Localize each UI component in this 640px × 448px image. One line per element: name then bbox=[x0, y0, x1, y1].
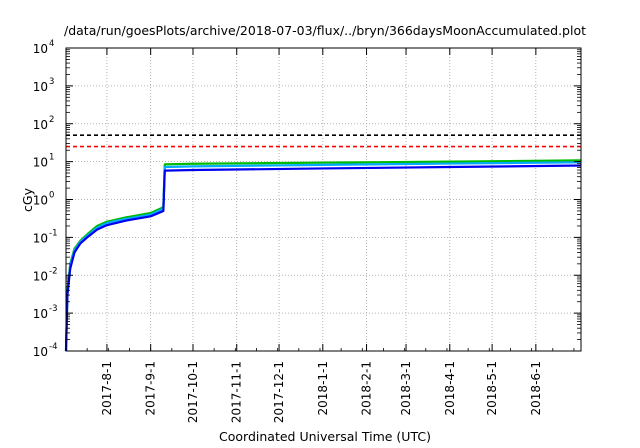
y-tick-exponent: -1 bbox=[49, 228, 57, 238]
y-tick-exponent: 4 bbox=[49, 39, 54, 49]
y-tick-exponent: 0 bbox=[49, 191, 54, 201]
reference-lines bbox=[66, 134, 581, 148]
series-line bbox=[64, 164, 582, 352]
x-tick-label: 2017-11-1 bbox=[230, 361, 244, 423]
y-tick-label: 10 bbox=[33, 345, 48, 359]
y-tick-label: 10 bbox=[33, 269, 48, 283]
x-tick-label: 2018-1-1 bbox=[316, 361, 330, 415]
y-tick-exponent: 1 bbox=[49, 153, 54, 163]
x-tick-label: 2017-8-1 bbox=[100, 361, 114, 415]
y-tick-exponent: 3 bbox=[49, 77, 54, 87]
y-tick-label: 10 bbox=[33, 194, 48, 208]
y-axis-label: cGy bbox=[20, 187, 35, 212]
x-tick-label: 2017-9-1 bbox=[144, 361, 158, 415]
x-tick-label: 2018-5-1 bbox=[485, 361, 499, 415]
y-tick-exponent: -3 bbox=[49, 304, 57, 314]
chart-title: /data/run/goesPlots/archive/2018-07-03/f… bbox=[64, 23, 586, 38]
y-tick-exponent: -4 bbox=[49, 342, 57, 352]
y-tick-label: 10 bbox=[33, 80, 48, 94]
y-tick-exponent: -2 bbox=[49, 266, 57, 276]
y-tick-label: 10 bbox=[33, 42, 48, 56]
x-axis-label: Coordinated Universal Time (UTC) bbox=[219, 429, 431, 444]
series-line bbox=[64, 159, 582, 352]
y-tick-label: 10 bbox=[33, 156, 48, 170]
y-tick-label: 10 bbox=[33, 307, 48, 321]
y-tick-label: 10 bbox=[33, 231, 48, 245]
x-tick-label: 2018-3-1 bbox=[399, 361, 413, 415]
series-lines bbox=[64, 159, 582, 352]
x-tick-label: 2018-2-1 bbox=[360, 361, 374, 415]
plot-frame bbox=[65, 47, 582, 352]
x-axis-ticks: 2017-8-1 2017-9-1 2017-10-1 2017-11-1 2017-1… bbox=[65, 48, 575, 423]
x-tick-label: 2018-6-1 bbox=[529, 361, 543, 415]
grid bbox=[66, 48, 581, 351]
x-tick-label: 2017-12-1 bbox=[272, 361, 286, 423]
x-tick-label: 2018-4-1 bbox=[443, 361, 457, 415]
x-tick-label: 2017-10-1 bbox=[186, 361, 200, 423]
y-tick-label: 10 bbox=[33, 118, 48, 132]
series-line bbox=[64, 161, 582, 352]
y-tick-exponent: 2 bbox=[49, 115, 54, 125]
